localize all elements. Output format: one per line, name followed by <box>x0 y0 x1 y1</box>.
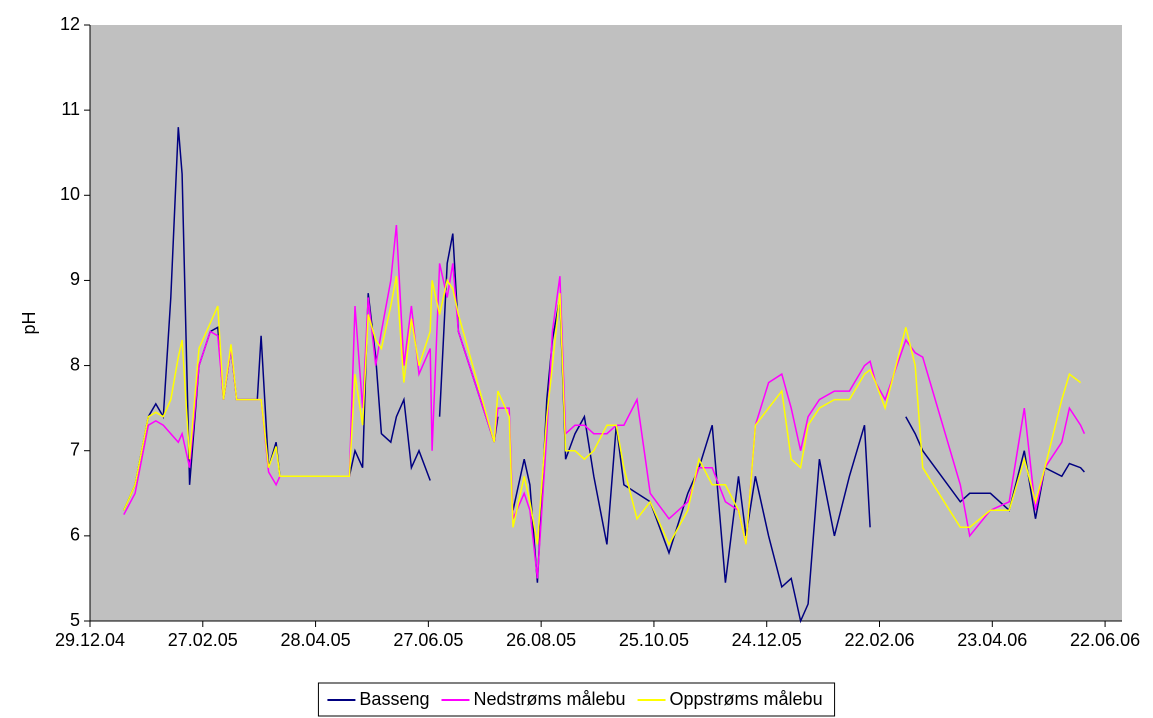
x-tick-label: 26.08.05 <box>506 630 576 650</box>
legend-label: Oppstrøms målebu <box>670 689 823 709</box>
y-axis-label: pH <box>19 311 39 334</box>
y-tick-label: 6 <box>70 525 80 545</box>
x-tick-label: 27.02.05 <box>168 630 238 650</box>
y-tick-label: 8 <box>70 354 80 374</box>
x-tick-label: 23.04.06 <box>957 630 1027 650</box>
series-line <box>123 276 1082 547</box>
y-tick-label: 10 <box>60 184 80 204</box>
legend-label: Basseng <box>359 689 429 709</box>
x-tick-label: 24.12.05 <box>732 630 802 650</box>
x-tick-label: 27.06.05 <box>393 630 463 650</box>
x-tick-label: 22.02.06 <box>844 630 914 650</box>
x-tick-label: 22.06.06 <box>1070 630 1140 650</box>
y-tick-label: 11 <box>61 99 80 119</box>
x-tick-label: 28.04.05 <box>281 630 351 650</box>
y-tick-label: 5 <box>70 610 80 630</box>
y-tick-label: 7 <box>70 439 80 459</box>
x-tick-label: 29.12.04 <box>55 630 125 650</box>
plot-area <box>90 25 1122 621</box>
y-tick-label: 9 <box>70 269 80 289</box>
legend-label: Nedstrøms målebu <box>473 689 625 709</box>
legend-box <box>317 682 836 717</box>
series-line <box>123 127 1085 624</box>
x-tick-label: 25.10.05 <box>619 630 689 650</box>
y-tick-label: 12 <box>60 14 80 34</box>
legend: Basseng Nedstrøms målebu Oppstrøms målebu <box>317 682 836 717</box>
